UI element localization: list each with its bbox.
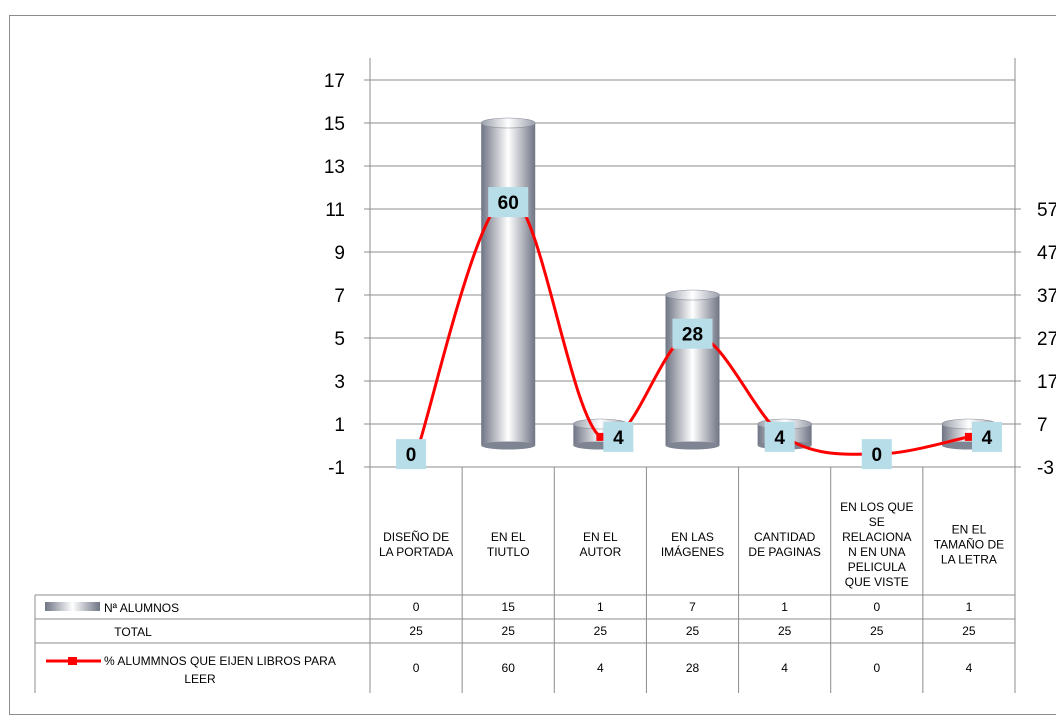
table-cell: 25 <box>686 624 700 638</box>
data-label: 0 <box>396 439 427 470</box>
bar-base <box>665 441 720 450</box>
row-label-alumnos: Nª ALUMNOS <box>104 601 179 615</box>
data-label-text: 4 <box>774 428 785 449</box>
right-tick-label: 57 <box>1037 200 1056 221</box>
category-label: PELICULA <box>848 560 906 574</box>
right-tick-label: 27 <box>1037 329 1056 350</box>
category-label: EN LOS QUE <box>840 500 913 514</box>
data-label-box <box>603 421 634 452</box>
data-label: 0 <box>861 439 892 470</box>
data-label: 28 <box>672 318 713 349</box>
data-labels: 0 60 4 28 4 0 4 <box>396 187 1002 470</box>
legend-line-marker <box>68 657 77 665</box>
bar <box>480 117 536 450</box>
category-label: EN EL <box>583 530 618 544</box>
data-label-box <box>861 439 892 470</box>
left-tick-label: 7 <box>334 286 345 307</box>
table-cell: 25 <box>778 624 792 638</box>
data-label-text: 0 <box>871 445 882 466</box>
category-label: EN EL <box>491 530 526 544</box>
bar-top <box>665 289 720 301</box>
table-cell: 60 <box>502 661 516 675</box>
left-tick-label: 15 <box>324 114 345 135</box>
line-marker <box>596 432 605 441</box>
left-tick-label: 5 <box>334 329 345 350</box>
data-label-text: 4 <box>613 428 624 449</box>
data-label-box <box>764 421 795 452</box>
data-label-box <box>971 421 1002 452</box>
data-label: 4 <box>764 421 795 452</box>
table-cell: 4 <box>597 661 604 675</box>
category-label: AUTOR <box>579 545 621 559</box>
data-label-text: 60 <box>498 193 519 214</box>
table-cell: 0 <box>873 661 880 675</box>
bar-body <box>481 123 536 446</box>
bar-body <box>665 295 720 446</box>
table-cell: 25 <box>594 624 608 638</box>
data-label-text: 0 <box>406 445 417 466</box>
left-tick-label: -1 <box>328 458 345 479</box>
right-tick-label: 17 <box>1037 372 1056 393</box>
category-label: RELACIONA <box>842 530 911 544</box>
right-tick-label: -3 <box>1037 458 1054 479</box>
table-cell: 0 <box>413 661 420 675</box>
category-label: TAMAÑO DE <box>934 538 1004 552</box>
bar-base <box>481 441 536 450</box>
category-label: SE <box>869 515 885 529</box>
table-cell: 25 <box>870 624 884 638</box>
data-label: 60 <box>488 187 529 218</box>
left-tick-label: 3 <box>334 372 345 393</box>
left-tick-label: 13 <box>324 157 345 178</box>
data-label-box <box>396 439 427 470</box>
row-label-percent: % ALUMMNOS QUE EIJEN LIBROS PARA <box>104 654 336 668</box>
category-label: LA LETRA <box>941 553 997 567</box>
data-label-box <box>672 318 713 349</box>
category-label: QUE VISTE <box>845 575 909 589</box>
data-label-text: 28 <box>682 325 703 346</box>
category-label: N EN UNA <box>848 545 905 559</box>
table-cell: 25 <box>502 624 516 638</box>
right-tick-label: 7 <box>1037 415 1048 436</box>
table-cell: 28 <box>686 661 700 675</box>
table-cell: 25 <box>962 624 976 638</box>
table-cell: 4 <box>781 661 788 675</box>
table-cell: 4 <box>966 661 973 675</box>
category-label: DE PAGINAS <box>748 545 820 559</box>
category-label: EN LAS <box>671 530 714 544</box>
data-label-text: 4 <box>982 428 993 449</box>
legend-bar-swatch <box>45 602 100 611</box>
row-label-total: TOTAL <box>114 625 152 639</box>
row-label-percent-cont: LEER <box>184 672 216 686</box>
category-label: TIUTLO <box>487 545 530 559</box>
line-marker <box>964 432 973 441</box>
left-tick-label: 1 <box>334 415 345 436</box>
table-cell: 7 <box>689 600 696 614</box>
data-label: 4 <box>971 421 1002 452</box>
table-cell: 0 <box>413 600 420 614</box>
left-tick-label: 9 <box>334 243 345 264</box>
category-label: CANTIDAD <box>754 530 816 544</box>
table-cell: 1 <box>597 600 604 614</box>
table-cell: 0 <box>873 600 880 614</box>
table-cell: 15 <box>502 600 516 614</box>
right-tick-label: 37 <box>1037 286 1056 307</box>
table-cell: 25 <box>409 624 423 638</box>
table-cell: 1 <box>781 600 788 614</box>
left-tick-label: 17 <box>324 71 345 92</box>
category-label: EN EL <box>952 523 987 537</box>
bar-series <box>480 117 997 450</box>
category-label: LA PORTADA <box>379 545 453 559</box>
right-tick-label: 47 <box>1037 243 1056 264</box>
bar <box>665 289 720 450</box>
category-label: DISEÑO DE <box>383 530 449 544</box>
bar-top <box>480 117 536 129</box>
table-cell: 1 <box>966 600 973 614</box>
data-label-box <box>488 187 529 218</box>
left-tick-label: 11 <box>325 200 345 221</box>
data-label: 4 <box>603 421 634 452</box>
category-label: IMÁGENES <box>661 544 724 559</box>
